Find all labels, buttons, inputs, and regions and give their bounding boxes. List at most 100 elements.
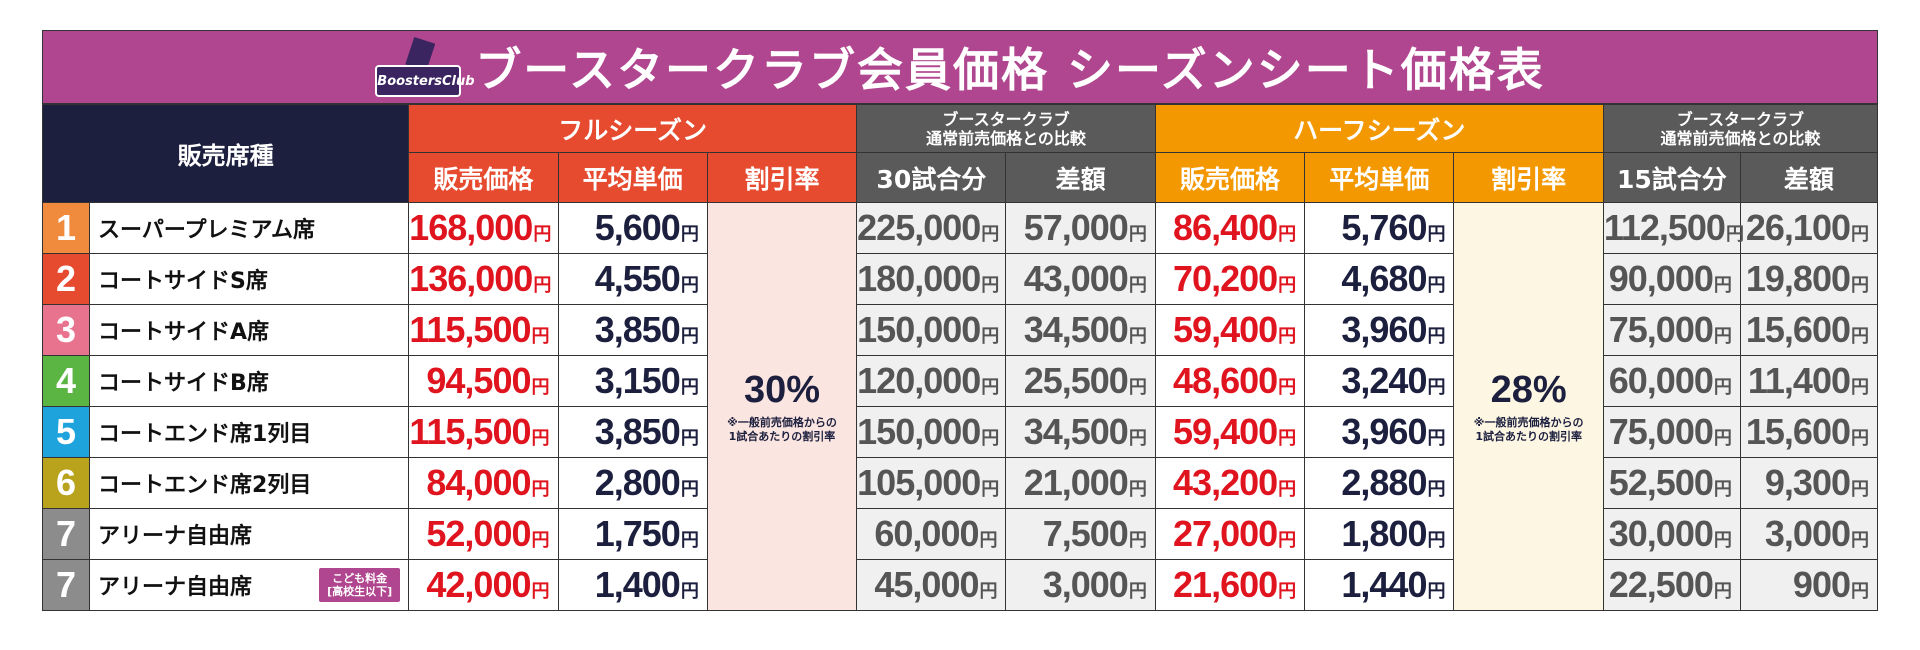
full-30-games-price: 150,000円: [856, 406, 1007, 458]
full-30-games-price: 150,000円: [856, 304, 1007, 356]
price-value: 11,400: [1747, 360, 1851, 401]
price-value: 25,500: [1023, 360, 1129, 401]
yen-unit: 円: [981, 479, 1000, 499]
yen-unit: 円: [1128, 326, 1147, 346]
price-value: 21,000: [1023, 462, 1129, 503]
price-value: 60,000: [874, 513, 979, 554]
half-difference: 3,000円: [1739, 508, 1879, 560]
full-30-games-price: 180,000円: [856, 253, 1007, 305]
table-row: 1 スーパープレミアム席 168,000円 5,600円 30% ※一般前売価格からの 1試…: [41, 202, 1879, 611]
price-value: 84,000: [426, 462, 531, 503]
half-avg-price: 3,960円: [1304, 304, 1455, 356]
yen-unit: 円: [680, 428, 699, 448]
seat-number-badge: 6: [41, 457, 91, 509]
half-difference: 26,100円: [1739, 202, 1879, 254]
half-avg-price: 2,880円: [1304, 457, 1455, 509]
yen-unit: 円: [1427, 530, 1446, 550]
price-value: 70,200: [1173, 258, 1278, 299]
half-avg-price: 4,680円: [1304, 253, 1455, 305]
seat-name-wrap: スーパープレミアム席: [98, 212, 408, 244]
header-15-games: 15試合分: [1602, 152, 1741, 203]
yen-unit: 円: [531, 479, 550, 499]
price-sheet: BoostersClub ブースタークラブ会員価格 シーズンシート価格表 販売席…: [41, 30, 1879, 611]
full-discount-rate: 30% ※一般前売価格からの 1試合あたりの割引率: [706, 202, 858, 611]
price-value: 1,440: [1341, 564, 1427, 605]
seat-name-wrap: コートサイドA席: [98, 314, 408, 346]
yen-unit: 円: [1278, 275, 1297, 295]
full-avg-price: 3,150円: [557, 355, 708, 407]
half-discount-rate: 28% ※一般前売価格からの 1試合あたりの割引率: [1453, 202, 1604, 611]
price-value: 3,150: [594, 360, 681, 401]
rate-note-line1: ※一般前売価格からの: [1473, 416, 1584, 429]
half-sale-price: 59,400円: [1154, 304, 1306, 356]
yen-unit: 円: [1851, 224, 1869, 244]
full-difference: 21,000円: [1005, 457, 1156, 509]
yen-unit: 円: [981, 326, 1000, 346]
full-avg-price: 5,600円: [557, 202, 708, 254]
price-value: 59,400: [1173, 309, 1278, 350]
price-value: 3,850: [594, 411, 681, 452]
yen-unit: 円: [1128, 377, 1147, 397]
yen-unit: 円: [680, 326, 699, 346]
yen-unit: 円: [1713, 581, 1732, 601]
full-avg-price: 4,550円: [557, 253, 708, 305]
header-half-avg-price: 平均単価: [1304, 152, 1455, 203]
price-value: 105,000: [857, 462, 981, 503]
price-value: 150,000: [857, 411, 981, 452]
price-value: 112,500: [1603, 207, 1726, 248]
full-sale-price: 136,000円: [408, 253, 559, 305]
seat-number-badge: 7: [41, 559, 91, 611]
table-row: 7 アリーナ自由席 52,000円 1,750円 60,000円 7,500円 27,000…: [41, 508, 1879, 560]
boosters-club-logo: BoostersClub: [375, 37, 475, 97]
yen-unit: 円: [531, 530, 550, 550]
price-value: 5,760: [1341, 207, 1427, 248]
seat-name-wrap: アリーナ自由席 こども料金 [高校生以下]: [98, 568, 408, 602]
half-difference: 9,300円: [1739, 457, 1879, 509]
price-value: 15,600: [1745, 411, 1851, 452]
full-avg-price: 3,850円: [557, 304, 708, 356]
yen-unit: 円: [1278, 581, 1297, 601]
full-difference: 43,000円: [1005, 253, 1156, 305]
price-value: 900: [1792, 564, 1851, 605]
yen-unit: 円: [1713, 428, 1732, 448]
header-half-comparison: ブースタークラブ 通常前売価格との比較: [1602, 104, 1879, 153]
yen-unit: 円: [1128, 479, 1147, 499]
price-value: 26,100: [1745, 207, 1851, 248]
seat-name-cell: コートサイドA席: [89, 304, 410, 356]
full-sale-price: 115,500円: [408, 406, 559, 458]
price-value: 22,500: [1608, 564, 1714, 605]
price-value: 115,500: [409, 411, 531, 452]
price-value: 1,800: [1341, 513, 1427, 554]
full-30-games-price: 60,000円: [856, 508, 1007, 560]
full-sale-price: 52,000円: [408, 508, 559, 560]
price-value: 30,000: [1608, 513, 1714, 554]
yen-unit: 円: [1713, 275, 1732, 295]
seat-name-cell: コートエンド席1列目: [89, 406, 410, 458]
table-row: 4 コートサイドB席 94,500円 3,150円 120,000円 25,500円 48,…: [41, 355, 1879, 407]
price-value: 52,500: [1608, 462, 1714, 503]
table-row: 5 コートエンド席1列目 115,500円 3,850円 150,000円 34,500円…: [41, 406, 1879, 458]
yen-unit: 円: [680, 479, 699, 499]
seat-name-wrap: コートサイドS席: [98, 263, 408, 295]
yen-unit: 円: [533, 275, 552, 295]
half-avg-price: 1,440円: [1304, 559, 1455, 611]
yen-unit: 円: [680, 581, 699, 601]
price-value: 3,960: [1341, 411, 1427, 452]
yen-unit: 円: [1427, 326, 1446, 346]
seat-number-badge: 3: [41, 304, 91, 356]
yen-unit: 円: [1427, 428, 1446, 448]
yen-unit: 円: [1128, 224, 1147, 244]
yen-unit: 円: [531, 377, 550, 397]
seat-name-cell: コートサイドS席: [89, 253, 410, 305]
price-value: 90,000: [1608, 258, 1714, 299]
kids-badge-line2: [高校生以下]: [327, 585, 393, 598]
price-value: 225,000: [857, 207, 981, 248]
price-value: 59,400: [1173, 411, 1278, 452]
yen-unit: 円: [1851, 581, 1869, 601]
yen-unit: 円: [533, 224, 552, 244]
half-15-games-price: 75,000円: [1602, 406, 1741, 458]
full-sale-price: 115,500円: [408, 304, 559, 356]
full-sale-price: 42,000円: [408, 559, 559, 611]
yen-unit: 円: [1713, 479, 1732, 499]
yen-unit: 円: [979, 581, 998, 601]
